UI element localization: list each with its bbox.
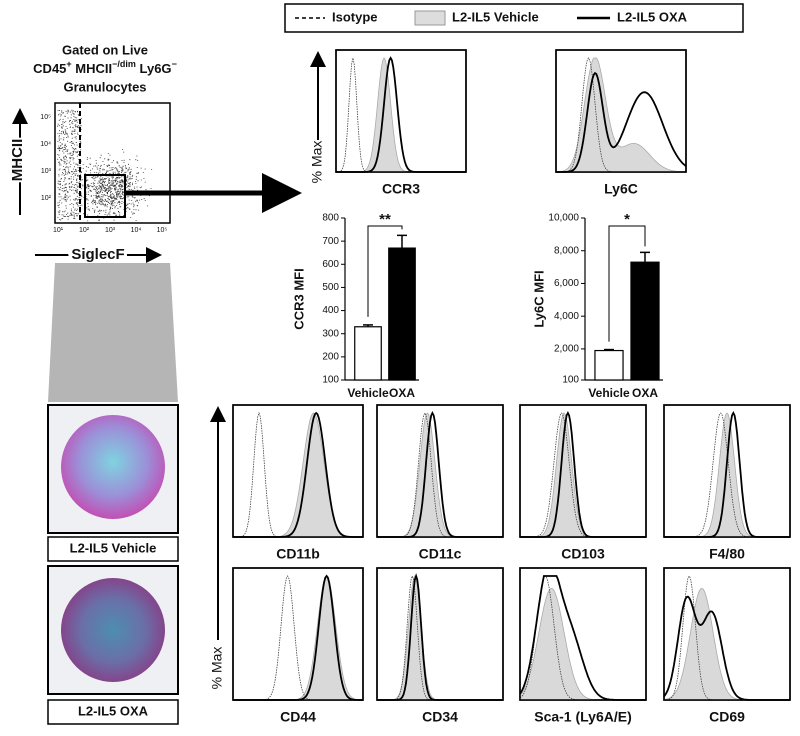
- legend-label: L2-IL5 OXA: [617, 9, 688, 24]
- y-tick-label: 500: [322, 282, 339, 293]
- histogram-label: CD34: [422, 709, 458, 725]
- y-tick-label: 100: [562, 375, 579, 386]
- y-tick-label: 10²: [41, 195, 52, 202]
- x-tick-label: 10⁵: [157, 227, 168, 234]
- y-tick-label: 300: [322, 328, 339, 339]
- y-tick-label: 4,000: [554, 311, 579, 322]
- y-tick-label: 10³: [41, 168, 52, 175]
- histogram-frame: [663, 404, 791, 538]
- caption-box: [47, 536, 179, 562]
- image-caption: L2-IL5 OXA: [78, 703, 149, 718]
- x-tick-label: 10³: [105, 227, 116, 234]
- x-tick-label: 10⁴: [131, 227, 142, 234]
- histogram-label: CD69: [709, 709, 745, 725]
- histogram-label: CCR3: [382, 181, 420, 197]
- axis-label: % Max: [209, 647, 225, 690]
- histogram-box: [519, 404, 647, 538]
- histogram-label: Sca-1 (Ly6A/E): [534, 709, 632, 725]
- image-caption: L2-IL5 Vehicle: [70, 540, 157, 555]
- y-tick-label: 10,000: [548, 213, 579, 224]
- axis-label: MHCII: [9, 139, 26, 182]
- gating-title: Gated on Live: [62, 42, 148, 57]
- title-part: +: [66, 59, 71, 69]
- legend-swatch: [414, 10, 446, 26]
- histogram-label: F4/80: [709, 546, 745, 562]
- gating-title: Granulocytes: [63, 79, 146, 94]
- y-axis-label: CCR3 MFI: [291, 268, 306, 329]
- axis-label: % Max: [309, 141, 325, 184]
- y-tick-label: 400: [322, 305, 339, 316]
- title-part: −/dim: [112, 59, 136, 69]
- oxa-curve: [556, 71, 687, 173]
- isotype-curve: [520, 412, 646, 538]
- y-tick-label: 600: [322, 259, 339, 270]
- x-tick-label: 10¹: [53, 227, 64, 234]
- x-tick-label: 10²: [79, 227, 90, 234]
- axis-label: SiglecF: [71, 246, 124, 263]
- y-tick-label: 8,000: [554, 245, 579, 256]
- histogram-frame: [232, 567, 364, 701]
- histogram-label: Ly6C: [604, 181, 638, 197]
- significance-bracket: [608, 225, 646, 342]
- gating-title: CD45+ MHCII−/dim Ly6G−: [33, 59, 177, 76]
- dots: [57, 109, 153, 222]
- histogram-label: CD44: [280, 709, 316, 725]
- histogram-frame: [555, 49, 687, 173]
- legend-label: L2-IL5 Vehicle: [452, 9, 539, 24]
- histogram-frame: [335, 49, 467, 173]
- histogram-box: [335, 49, 467, 173]
- caption-box: [47, 699, 179, 725]
- histogram-box: [376, 567, 504, 701]
- zoom-funnel: [48, 263, 178, 402]
- y-tick-label: 10⁴: [40, 141, 51, 148]
- scatter-dots: [57, 109, 153, 222]
- bar: [354, 326, 382, 381]
- legend-box: [284, 3, 744, 33]
- title-part: Ly6G: [136, 61, 172, 76]
- y-tick-label: 200: [322, 351, 339, 362]
- x-tick-label: OXA: [389, 386, 415, 400]
- bar: [594, 349, 624, 381]
- y-tick-label: 2,000: [554, 344, 579, 355]
- x-tick-label: Vehicle: [588, 386, 630, 400]
- gate-box: [84, 174, 126, 218]
- title-part: MHCII: [72, 61, 112, 76]
- y-tick-label: 10⁵: [40, 114, 51, 121]
- cell: [61, 415, 165, 519]
- histogram-frame: [663, 567, 791, 701]
- y-tick-label: 800: [322, 213, 339, 224]
- histogram-label: CD11c: [419, 546, 462, 562]
- histogram-label: CD11b: [276, 546, 320, 562]
- histogram-label: CD103: [561, 546, 605, 562]
- y-tick-label: 6,000: [554, 278, 579, 289]
- bar: [630, 261, 660, 381]
- y-axis-label: Ly6C MFI: [531, 270, 546, 327]
- cell: [61, 578, 165, 682]
- histogram-frame: [232, 404, 364, 538]
- significance: *: [624, 211, 630, 228]
- y-tick-label: 700: [322, 236, 339, 247]
- legend-label: Isotype: [332, 9, 378, 24]
- title-part: −: [172, 59, 177, 69]
- bar: [388, 247, 416, 381]
- histogram-frame: [376, 404, 504, 538]
- histogram-frame: [519, 567, 647, 701]
- histogram-frame: [376, 567, 504, 701]
- x-tick-label: OXA: [632, 386, 658, 400]
- significance-bracket: [367, 225, 403, 317]
- significance: **: [379, 211, 391, 228]
- x-tick-label: Vehicle: [347, 386, 389, 400]
- y-tick-label: 100: [322, 375, 339, 386]
- title-part: CD45: [33, 61, 66, 76]
- histogram-frame: [519, 404, 647, 538]
